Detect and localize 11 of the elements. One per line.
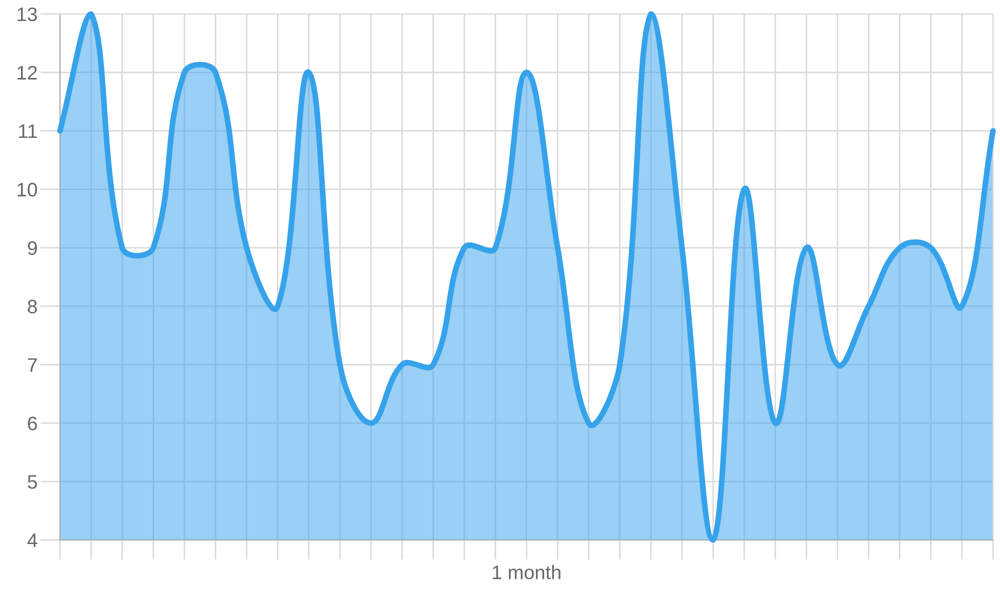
y-tick-label: 11 [19,124,37,138]
y-tick-label: 12 [18,66,37,80]
y-tick-label: 10 [18,182,38,197]
y-tick-label: 7 [28,358,37,372]
x-axis-title: 1 month [492,565,560,580]
y-tick-label: 9 [28,241,37,256]
y-tick-label: 5 [28,475,37,489]
y-tick-label: 6 [28,416,37,430]
y-tick-label: 13 [18,7,37,22]
y-tick-label: 4 [27,534,38,548]
y-tick-label: 8 [28,300,37,314]
